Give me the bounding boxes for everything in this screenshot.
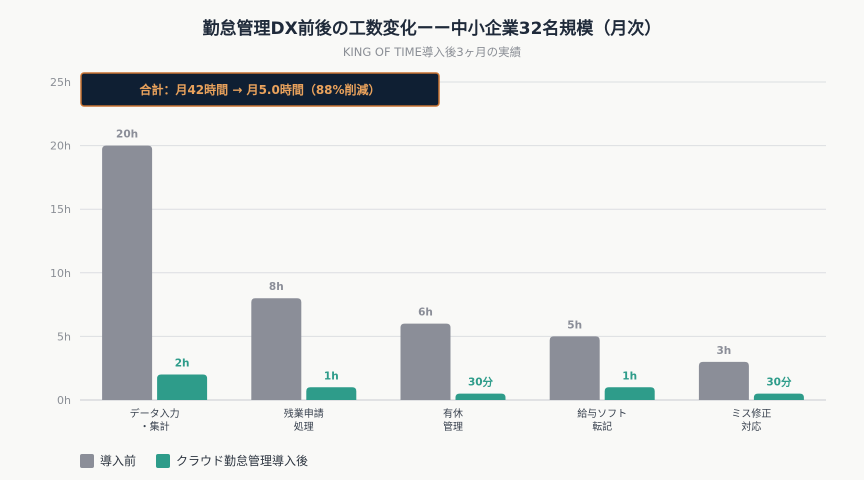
bar-before (400, 323, 451, 400)
x-category-label: 転記 (592, 420, 612, 433)
chart-legend: 導入前 クラウド勤怠管理導入後 (80, 452, 328, 469)
legend-swatch-after (156, 453, 171, 468)
legend-swatch-before (80, 453, 94, 468)
bar-after (604, 387, 655, 400)
x-category-label: 処理 (294, 420, 314, 433)
bar-before (251, 298, 302, 400)
bar-after (157, 374, 208, 400)
value-label-after: 30分 (468, 376, 494, 389)
x-category-label: 残業申請 (284, 407, 324, 420)
value-label-after: 1h (622, 370, 637, 382)
legend-item-before: 導入前 (80, 452, 136, 469)
y-tick-label: 15h (50, 203, 71, 216)
legend-label-before: 導入前 (100, 454, 137, 468)
legend-item-after: クラウド勤怠管理導入後 (156, 452, 308, 469)
bar-before (698, 361, 749, 400)
x-category-label: データ入力 (130, 407, 180, 420)
bar-after (455, 393, 506, 400)
x-category-label: 有休 (443, 407, 463, 420)
value-label-before: 3h (717, 345, 732, 357)
bar-before (102, 145, 153, 400)
value-label-before: 5h (567, 319, 582, 331)
x-category-label: 給与ソフト (577, 407, 627, 420)
x-category-label: 対応 (741, 420, 761, 433)
chart-subtitle: KING OF TIME導入後3ヶ月の実績 (342, 45, 522, 59)
value-label-after: 2h (175, 358, 190, 370)
bar-after (753, 393, 804, 400)
total-annotation-box (80, 72, 440, 107)
chart-title: 勤怠管理DX前後の工数変化ーー中小企業32名規模（月次） (202, 19, 662, 39)
bar-after (306, 387, 357, 400)
legend-label-after: クラウド勤怠管理導入後 (176, 454, 309, 468)
total-annotation-text: 合計：月42時間 → 月5.0時間（88%削減） (139, 82, 380, 97)
value-label-after: 30分 (766, 376, 792, 389)
y-tick-label: 25h (50, 76, 71, 89)
x-category-label: ・集計 (140, 420, 170, 433)
y-tick-label: 0h (57, 394, 71, 407)
y-tick-label: 10h (50, 267, 71, 280)
y-tick-label: 5h (57, 330, 71, 343)
value-label-before: 8h (269, 281, 284, 293)
value-label-before: 20h (116, 129, 138, 141)
x-category-label: 管理 (443, 420, 463, 433)
value-label-before: 6h (418, 307, 433, 319)
bar-before (549, 336, 600, 400)
value-label-after: 1h (324, 370, 339, 382)
y-tick-label: 20h (50, 140, 71, 153)
x-category-label: ミス修正 (731, 407, 771, 420)
